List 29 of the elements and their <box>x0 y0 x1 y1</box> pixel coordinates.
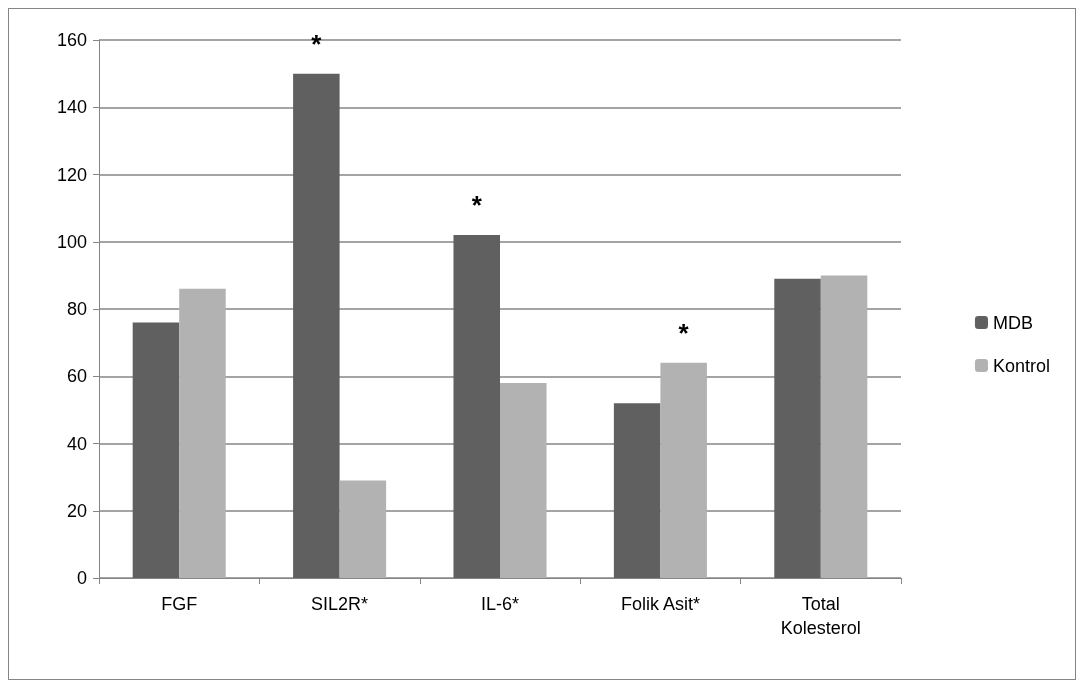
y-tick-label: 0 <box>76 568 87 588</box>
x-tick-label: Folik Asit* <box>620 594 700 614</box>
bar <box>179 288 226 578</box>
bar <box>453 235 500 578</box>
y-tick-label: 120 <box>56 164 87 185</box>
y-tick-label: 80 <box>66 299 87 319</box>
x-tick-label: FGF <box>161 594 198 614</box>
bar <box>293 73 340 578</box>
annotation: * <box>311 28 323 59</box>
y-tick-label: 20 <box>66 500 87 521</box>
annotation: * <box>678 317 690 348</box>
legend-label: Kontrol <box>992 355 1051 376</box>
bar <box>500 382 547 578</box>
x-tick-label: IL-6* <box>480 594 520 614</box>
y-tick-label: 140 <box>56 97 87 118</box>
bar <box>613 403 661 578</box>
x-tick-label: Total Kolesterol <box>780 594 861 638</box>
annotation: * <box>471 190 483 221</box>
bar <box>660 362 707 578</box>
bar <box>820 275 868 578</box>
x-tick-label: SIL2R* <box>311 594 369 614</box>
bar <box>339 480 387 578</box>
y-tick-label: 40 <box>66 433 87 454</box>
bar <box>132 322 180 578</box>
y-tick-label: 100 <box>56 231 87 252</box>
y-tick-label: 60 <box>66 366 87 387</box>
legend-label: MDB <box>992 312 1033 333</box>
y-tick-label: 160 <box>56 30 87 50</box>
bar <box>774 278 821 578</box>
